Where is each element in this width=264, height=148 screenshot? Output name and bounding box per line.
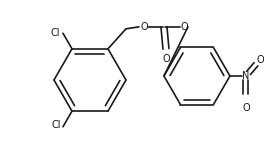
Text: O: O bbox=[162, 54, 170, 64]
Text: O: O bbox=[242, 103, 250, 113]
Text: Cl: Cl bbox=[50, 28, 60, 38]
Text: O: O bbox=[180, 22, 188, 32]
Text: Cl: Cl bbox=[51, 120, 61, 130]
Text: O: O bbox=[256, 55, 264, 65]
Text: N: N bbox=[242, 71, 250, 81]
Text: O: O bbox=[140, 22, 148, 32]
